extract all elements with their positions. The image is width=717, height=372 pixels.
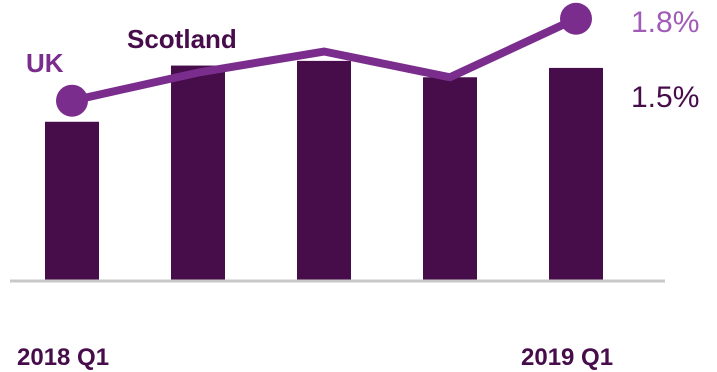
x-tick-label-last: 2019 Q1 (521, 344, 613, 371)
scotland-legend-label: Scotland (127, 24, 237, 54)
scotland-bar-3 (297, 60, 351, 282)
scotland-bar-5 (549, 67, 603, 282)
scotland-last-value-label: 1.5% (631, 81, 699, 114)
uk-last-value-label: 1.8% (631, 6, 699, 39)
bar-group (45, 60, 603, 282)
scotland-bar-2 (171, 65, 225, 281)
scotland-bar-1 (45, 121, 99, 282)
uk-start-point (56, 84, 88, 117)
uk-series-line (68, 14, 580, 105)
uk-end-point (560, 2, 592, 35)
uk-point-group (56, 2, 592, 117)
uk-legend-label: UK (26, 48, 64, 78)
x-tick-label-first: 2018 Q1 (17, 344, 109, 371)
scotland-bar-4 (423, 77, 477, 282)
